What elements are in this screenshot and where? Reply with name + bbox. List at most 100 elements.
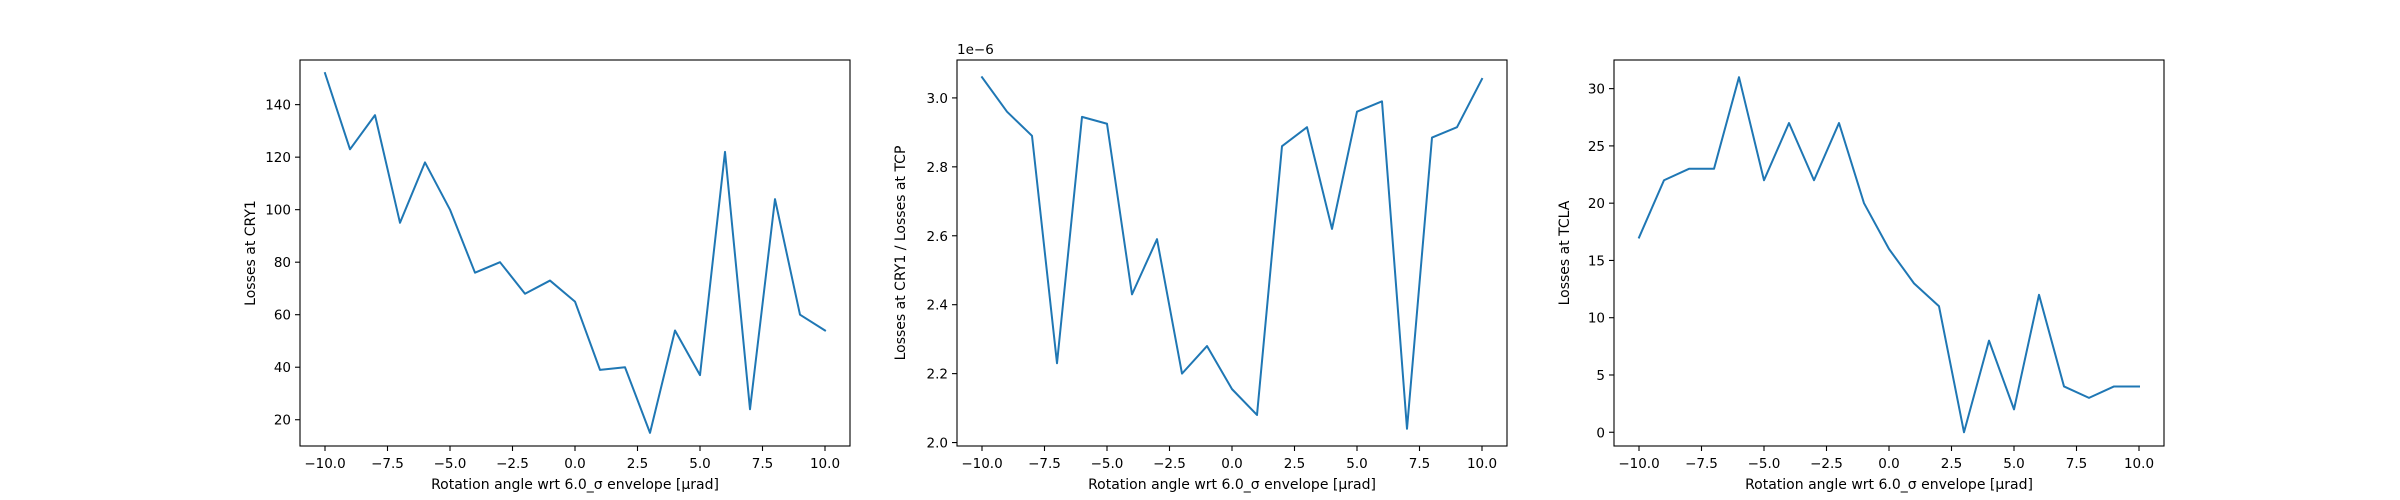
data-point: [673, 328, 677, 332]
series-line: [1637, 76, 2140, 434]
data-point: [1962, 430, 1966, 434]
x-tick-label: −7.5: [1685, 456, 1718, 472]
data-point: [498, 260, 502, 264]
data-point: [2037, 293, 2041, 297]
data-point: [523, 292, 527, 296]
y-axis-label: Losses at TCLA: [1557, 200, 1573, 305]
x-tick-label: 0.0: [1878, 456, 1899, 472]
data-point: [1737, 75, 1741, 79]
y-tick-label: 100: [265, 203, 291, 219]
data-point: [1030, 134, 1034, 138]
x-tick-label: 5.0: [1346, 456, 1367, 472]
x-axis-label: Rotation angle wrt 6.0_σ envelope [μrad]: [431, 477, 719, 493]
x-tick-label: 2.5: [1284, 456, 1305, 472]
series-line: [323, 71, 827, 434]
chart-panel-2: −10.0 −7.5 −5.0 −2.5 0.0 2.5 5.0 7.5 10.0 2.0 2.2 2…: [893, 42, 1508, 493]
x-tick-label: −5.0: [1748, 456, 1781, 472]
data-point: [723, 150, 727, 154]
data-point: [1812, 178, 1816, 182]
data-point: [1305, 125, 1309, 129]
y-tick-label: 2.6: [927, 229, 948, 245]
x-tick-label: −2.5: [496, 456, 529, 472]
data-point: [1205, 344, 1209, 348]
data-point: [473, 271, 477, 275]
data-point: [773, 197, 777, 201]
data-point: [623, 365, 627, 369]
data-point: [2087, 396, 2091, 400]
x-tick-label: 5.0: [689, 456, 710, 472]
data-point: [698, 373, 702, 377]
y-tick-label: 2.0: [927, 436, 948, 452]
data-point: [1937, 304, 1941, 308]
y-tick-label: 60: [274, 308, 291, 324]
data-point: [598, 368, 602, 372]
data-point: [1255, 413, 1259, 417]
x-tick-label: −5.0: [434, 456, 467, 472]
chart-panel-3: −10.0 −7.5 −5.0 −2.5 0.0 2.5 5.0 7.5 10.0 0 5 10 15 2…: [1557, 59, 2165, 493]
data-point: [1330, 227, 1334, 231]
x-tick-label: 7.5: [1409, 456, 1430, 472]
data-point: [398, 221, 402, 225]
y-tick-label: 20: [1588, 196, 1605, 212]
x-tick-label: 7.5: [2066, 456, 2087, 472]
y-tick-label: 3.0: [927, 91, 948, 107]
data-point: [1637, 236, 1641, 240]
data-point: [1080, 115, 1084, 119]
data-point: [1837, 121, 1841, 125]
x-tick-label: −10.0: [304, 456, 345, 472]
data-point: [2112, 384, 2116, 388]
y-tick-label: 5: [1596, 368, 1605, 384]
data-point: [1130, 292, 1134, 296]
x-tick-label: −7.5: [1028, 456, 1061, 472]
y-tick-label: 20: [274, 413, 291, 429]
data-point: [373, 113, 377, 117]
data-point: [1687, 167, 1691, 171]
data-point: [448, 208, 452, 212]
data-point: [1180, 372, 1184, 376]
data-point: [1987, 339, 1991, 343]
data-point: [1355, 110, 1359, 114]
data-point: [1005, 110, 1009, 114]
x-tick-label: 0.0: [1221, 456, 1242, 472]
data-point: [1787, 121, 1791, 125]
y-axis-label: Losses at CRY1: [243, 200, 259, 306]
y-axis-label: Losses at CRY1 / Losses at TCP: [893, 146, 909, 361]
data-point: [1155, 237, 1159, 241]
data-point: [980, 75, 984, 79]
y-tick-label: 2.2: [927, 367, 948, 383]
x-tick-label: −10.0: [961, 456, 1002, 472]
data-point: [1055, 361, 1059, 365]
y-tick-label: 2.4: [927, 298, 948, 314]
axis-offset-label: 1e−6: [957, 42, 994, 58]
data-point: [2062, 384, 2066, 388]
data-point: [423, 160, 427, 164]
y-tick-label: 0: [1596, 425, 1605, 441]
x-axis-label: Rotation angle wrt 6.0_σ envelope [μrad]: [1745, 477, 2033, 493]
data-point: [823, 328, 827, 332]
y-tick-label: 2.8: [927, 160, 948, 176]
data-point: [1280, 144, 1284, 148]
chart-panel-1: −10.0 −7.5 −5.0 −2.5 0.0 2.5 5.0 7.5 10.0 20 40 60 8…: [243, 59, 851, 493]
x-tick-label: −10.0: [1618, 456, 1659, 472]
x-tick-label: 0.0: [564, 456, 585, 472]
data-point: [1430, 136, 1434, 140]
y-tick-label: 15: [1588, 253, 1605, 269]
data-point: [548, 279, 552, 283]
y-tick-label: 120: [265, 150, 291, 166]
x-tick-label: −2.5: [1810, 456, 1843, 472]
x-tick-label: 2.5: [627, 456, 648, 472]
x-tick-label: −5.0: [1091, 456, 1124, 472]
axes-frame: [299, 59, 851, 447]
data-point: [1762, 178, 1766, 182]
y-tick-label: 30: [1588, 82, 1605, 98]
data-point: [1455, 125, 1459, 129]
x-tick-label: 10.0: [810, 456, 840, 472]
data-point: [1887, 247, 1891, 251]
data-point: [1662, 178, 1666, 182]
data-point: [323, 71, 327, 75]
y-tick-label: 25: [1588, 139, 1605, 155]
x-tick-label: 10.0: [2124, 456, 2154, 472]
data-point: [1380, 99, 1384, 103]
data-point: [2012, 407, 2016, 411]
